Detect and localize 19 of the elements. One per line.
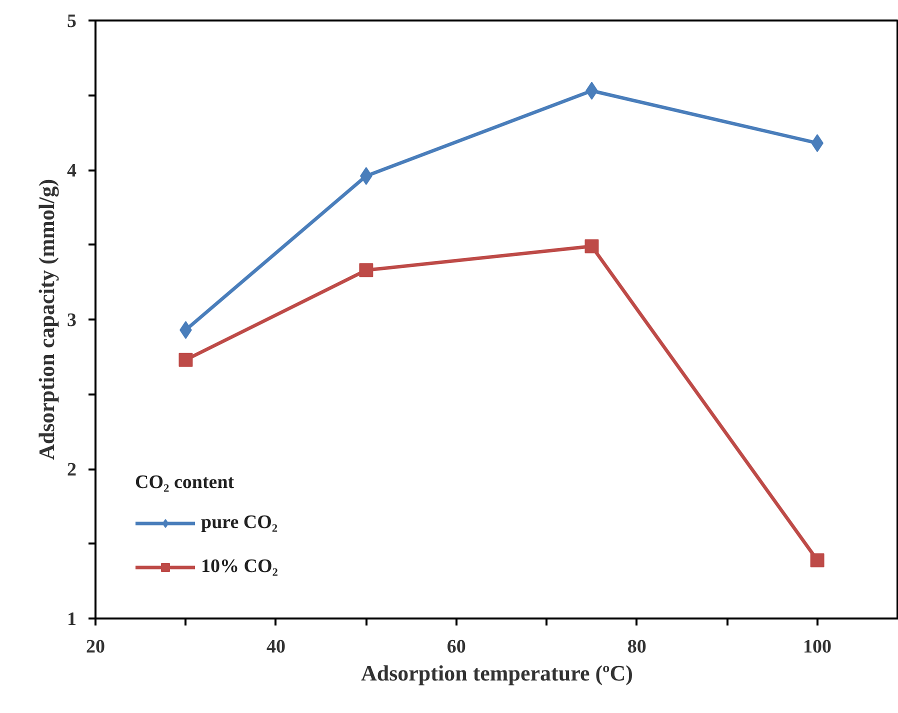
x-axis-title: Adsorption temperature (ºC) (360, 660, 634, 686)
y-tick-label: 3 (67, 310, 76, 331)
legend-title: CO₂ content (135, 472, 236, 494)
y-tick-label: 2 (67, 460, 76, 480)
legend-label: pure CO₂ (201, 512, 278, 534)
y-tick-label: 4 (67, 160, 77, 182)
x-tick-label: 20 (86, 636, 105, 658)
point (178, 352, 193, 367)
legend-label: 10% CO₂ (201, 556, 278, 578)
point (810, 553, 824, 568)
y-axis-title: Adsorption capacity (mmol/g) (34, 178, 59, 460)
x-tick-label: 80 (627, 636, 646, 658)
y-tick-label: 5 (67, 11, 76, 32)
x-tick-label: 40 (266, 636, 286, 658)
y-tick-label: 1 (67, 609, 76, 630)
x-tick-label: 100 (803, 636, 832, 658)
point (359, 263, 374, 278)
point (584, 239, 599, 254)
x-tick-label: 60 (446, 636, 466, 658)
